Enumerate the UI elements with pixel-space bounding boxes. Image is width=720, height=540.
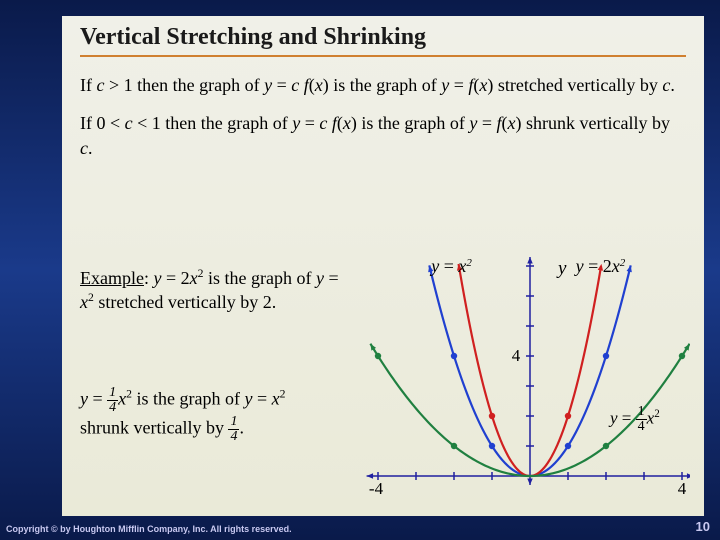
svg-text:4: 4: [512, 346, 521, 365]
graph-svg: -444yxy = x2y = 2x2: [360, 256, 690, 501]
copyright-text: Copyright © by Houghton Mifflin Company,…: [6, 524, 292, 534]
example2-text: y = 14x2 is the graph of y = x2 shrunk v…: [80, 386, 360, 444]
paragraph-1: If c > 1 then the graph of y = c f(x) is…: [80, 73, 686, 97]
paragraph-2: If 0 < c < 1 then the graph of y = c f(x…: [80, 111, 686, 160]
example-text: Example: y = 2x2 is the graph of y = x2 …: [80, 266, 340, 315]
svg-text:y = 2x2: y = 2x2: [574, 256, 626, 276]
svg-text:y: y: [556, 258, 567, 279]
slide-title: Vertical Stretching and Shrinking: [80, 24, 686, 57]
graph-container: -444yxy = x2y = 2x2: [360, 256, 690, 501]
svg-text:4: 4: [678, 479, 687, 498]
svg-text:y = x2: y = x2: [429, 256, 472, 276]
fraction-1-4b: 14: [228, 415, 239, 444]
green-curve-label: y = 14x2: [610, 405, 660, 434]
slide-content: Vertical Stretching and Shrinking If c >…: [62, 16, 704, 516]
fraction-1-4: 14: [107, 386, 118, 415]
lower-section: Example: y = 2x2 is the graph of y = x2 …: [80, 256, 686, 506]
svg-text:-4: -4: [369, 479, 384, 498]
page-number: 10: [696, 519, 710, 534]
